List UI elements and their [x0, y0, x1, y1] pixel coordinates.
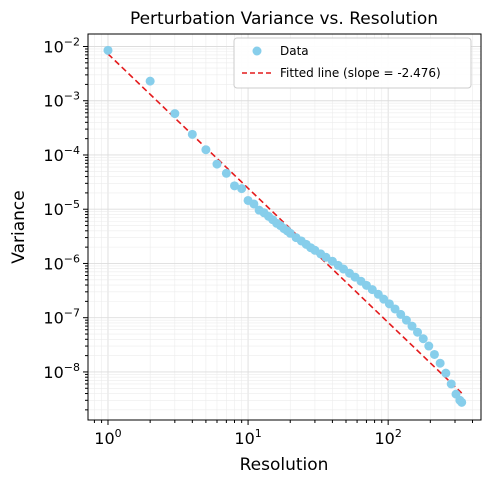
- data-point: [201, 145, 211, 155]
- data-point: [170, 109, 180, 119]
- plot-frame: [87, 33, 482, 421]
- chart-title: Perturbation Variance vs. Resolution: [130, 9, 438, 29]
- y-tick-label: 10−2: [43, 35, 80, 56]
- data-point: [413, 327, 423, 337]
- x-tick-label: 102: [374, 427, 401, 448]
- y-tick-label: 10−8: [43, 361, 80, 382]
- x-axis-label: Resolution: [240, 455, 329, 475]
- axes: [87, 33, 482, 421]
- fitted-line-path: [107, 53, 463, 394]
- data-point: [221, 168, 231, 178]
- data-point: [229, 181, 239, 191]
- data-point: [367, 285, 377, 295]
- data-point: [446, 379, 456, 389]
- data-point: [145, 76, 155, 86]
- legend-label-data: Data: [280, 44, 309, 58]
- y-tick-label: 10−7: [43, 307, 80, 328]
- data-point: [401, 315, 411, 325]
- fitted-line: [107, 53, 463, 394]
- x-tick-label: 101: [234, 427, 261, 448]
- legend-frame: [233, 37, 472, 89]
- x-tick-label: 100: [94, 427, 121, 448]
- y-tick-label: 10−4: [43, 144, 80, 165]
- y-axis-ticks: 10−8 10−7 10−6 10−5 10−4 10−3 10−2: [43, 35, 88, 411]
- data-point: [424, 341, 434, 351]
- data-point: [429, 349, 439, 359]
- data-point: [237, 184, 247, 194]
- x-axis-ticks: 100 101 102: [93, 420, 473, 448]
- data-point: [441, 368, 451, 378]
- data-point: [103, 45, 113, 55]
- data-point: [249, 199, 259, 209]
- data-point: [187, 129, 197, 139]
- y-axis-label: Variance: [9, 190, 29, 263]
- data-point: [457, 397, 467, 407]
- data-points: [103, 45, 467, 407]
- data-point: [396, 309, 406, 319]
- y-tick-label: 10−6: [43, 252, 80, 273]
- data-point: [390, 304, 400, 314]
- legend: Data Fitted line (slope = -2.476): [233, 37, 472, 89]
- legend-label-fit: Fitted line (slope = -2.476): [280, 66, 441, 80]
- data-point: [407, 321, 417, 331]
- y-tick-label: 10−3: [43, 90, 80, 111]
- legend-marker-data: [252, 46, 262, 56]
- data-point: [435, 358, 445, 368]
- data-point: [212, 159, 222, 169]
- data-point: [418, 334, 428, 344]
- y-tick-label: 10−5: [43, 198, 80, 219]
